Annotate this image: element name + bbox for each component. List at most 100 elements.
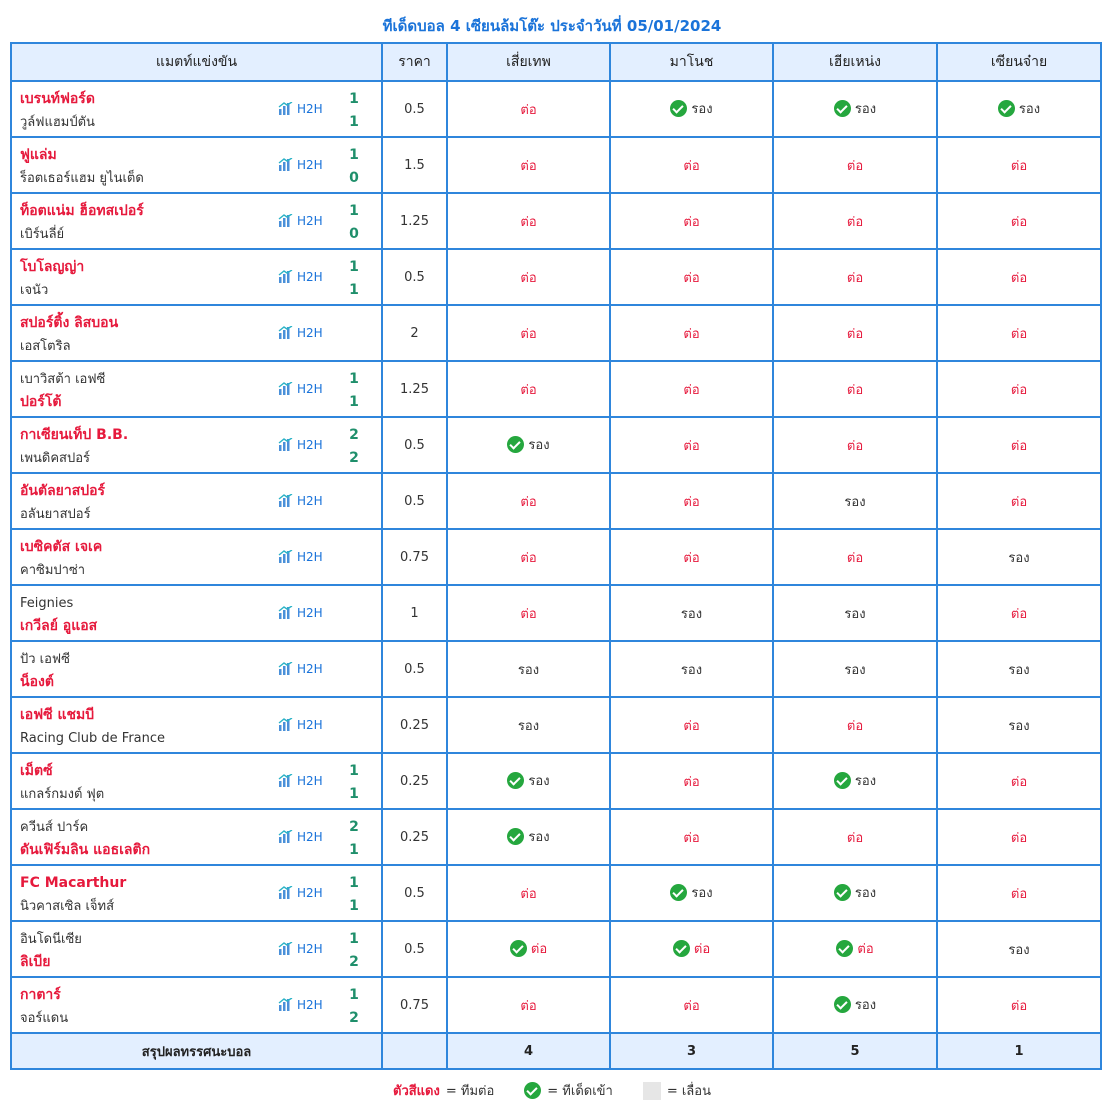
h2h-link[interactable]: H2H [278,886,323,900]
home-team[interactable]: เบาวิสต้า เอฟซี [20,372,106,387]
h2h-link[interactable]: H2H [278,214,323,228]
home-team[interactable]: เบซิคตัส เจเค [20,539,103,555]
expert-4-pick: ต่อ [936,472,1102,530]
away-team[interactable]: นิวคาสเซิล เจ็ทส์ [20,899,115,914]
home-team[interactable]: เอฟซี แชมบี [20,707,95,723]
table-row: FC Macarthur นิวคาสเซิล เจ็ทส์ H2H 1 1 0.5 ต่อ… [10,864,1102,922]
summary-expert-2: 3 [609,1032,774,1070]
pick-label: ต่อ [1010,382,1028,398]
legend-red-text: ตัวสีแดง [393,1084,440,1099]
h2h-chart-icon [278,998,294,1012]
check-icon [670,883,688,901]
away-team[interactable]: คาซิมปาซ่า [20,563,86,578]
home-team[interactable]: เบรนท์ฟอร์ด [20,91,95,107]
expert-3-pick: ต่อ [772,416,938,474]
home-team[interactable]: กาตาร์ [20,987,61,1003]
h2h-link[interactable]: H2H [278,998,323,1012]
match-cell: เม็ตซ์ แกลร์กมงต์ ฟุต H2H 1 1 [10,752,383,810]
match-cell: เบรนท์ฟอร์ด วูล์ฟแฮมป์ตัน H2H 1 1 [10,80,383,138]
h2h-label: H2H [297,774,323,788]
expert-1-pick: รอง [446,640,611,698]
price-cell: 0.25 [381,808,448,866]
away-team[interactable]: เกวีลย์ อูแอส [20,618,98,634]
h2h-link[interactable]: H2H [278,102,323,116]
home-team[interactable]: อันตัลยาสปอร์ [20,483,106,499]
h2h-link[interactable]: H2H [278,830,323,844]
pick-label: ต่อ [520,382,537,398]
pick-label: ต่อ [846,550,864,566]
away-team[interactable]: Racing Club de France [20,731,166,746]
h2h-link[interactable]: H2H [278,158,323,172]
legend-check-icon [524,1082,542,1099]
pick-label: ต่อ [683,830,700,846]
pick-label: ต่อ [683,158,700,174]
h2h-link[interactable]: H2H [278,942,323,956]
home-team[interactable]: สปอร์ติ้ง ลิสบอน [20,315,119,331]
expert-3-pick: รอง [772,976,938,1034]
pick-label: ต่อ [846,158,864,174]
h2h-link[interactable]: H2H [278,662,323,676]
h2h-label: H2H [297,662,323,676]
home-team[interactable]: FC Macarthur [20,875,127,891]
expert-1-pick: ต่อ [446,360,611,418]
home-team[interactable]: ปัว เอฟซี [20,652,70,667]
h2h-link[interactable]: H2H [278,718,323,732]
away-team[interactable]: เอสโตริล [20,339,71,354]
expert-2-pick: ต่อ [609,808,774,866]
away-team[interactable]: ดันเฟิร์มลิน แอธเลติก [20,842,151,858]
expert-2-pick: ต่อ [609,696,774,754]
h2h-link[interactable]: H2H [278,270,323,284]
home-team[interactable]: กาเซียนเท็ป B.B. [20,427,129,443]
home-team[interactable]: โบโลญญ่า [20,259,85,275]
price-cell: 0.25 [381,752,448,810]
away-team[interactable]: ร็อตเธอร์แฮม ยูไนเต็ด [20,171,144,186]
away-team[interactable]: แกลร์กมงต์ ฟุต [20,787,105,802]
home-team[interactable]: เม็ตซ์ [20,763,53,779]
h2h-link[interactable]: H2H [278,494,323,508]
pick-label: ต่อ [846,326,864,342]
away-team[interactable]: จอร์แดน [20,1011,69,1026]
away-team[interactable]: อลันยาสปอร์ [20,507,91,522]
expert-2-pick: ต่อ [609,528,774,586]
legend-check-desc: = ทีเด็ดเข้า [547,1084,613,1099]
home-team[interactable]: ท็อตแน่ม ฮ็อทสเปอร์ [20,203,144,219]
home-score: 1 [349,763,359,779]
away-score: 2 [349,1010,359,1026]
home-team[interactable]: ฟูแล่ม [20,147,57,163]
away-team[interactable]: ปอร์โต้ [20,394,62,410]
expert-3-pick: รอง [772,584,938,642]
home-score: 2 [349,427,359,443]
away-team[interactable]: วูล์ฟแฮมป์ตัน [20,115,95,130]
h2h-link[interactable]: H2H [278,438,323,452]
home-team[interactable]: อินโดนีเซีย [20,932,82,947]
h2h-link[interactable]: H2H [278,550,323,564]
h2h-link[interactable]: H2H [278,774,323,788]
expert-1-pick: ต่อ [446,136,611,194]
home-team[interactable]: ควีนส์ ปาร์ค [20,820,89,835]
away-team[interactable]: ลิเบีย [20,954,51,970]
pick-label: ต่อ [857,941,874,957]
check-icon [507,827,525,845]
expert-1-pick: ต่อ [446,472,611,530]
away-team[interactable]: เบิร์นลี่ย์ [20,227,65,242]
price-cell: 0.5 [381,920,448,978]
away-team[interactable]: น็องต์ [20,674,54,690]
h2h-label: H2H [297,438,323,452]
away-score: 2 [349,954,359,970]
h2h-link[interactable]: H2H [278,326,323,340]
pick-label: ต่อ [846,830,864,846]
h2h-link[interactable]: H2H [278,606,323,620]
pick-label: ต่อ [520,158,537,174]
pick-label: รอง [691,885,713,901]
pick-label: ต่อ [520,606,537,622]
h2h-link[interactable]: H2H [278,382,323,396]
pick-label: ต่อ [846,270,864,286]
home-team[interactable]: Feignies [20,596,74,611]
pick-label: ต่อ [683,550,700,566]
away-team[interactable]: เจนัว [20,283,49,298]
away-team[interactable]: เพนดิคสปอร์ [20,451,91,466]
price-cell: 2 [381,304,448,362]
home-score: 2 [349,819,359,835]
match-cell: สปอร์ติ้ง ลิสบอนเอสโตริล H2H [10,304,383,362]
h2h-label: H2H [297,998,323,1012]
